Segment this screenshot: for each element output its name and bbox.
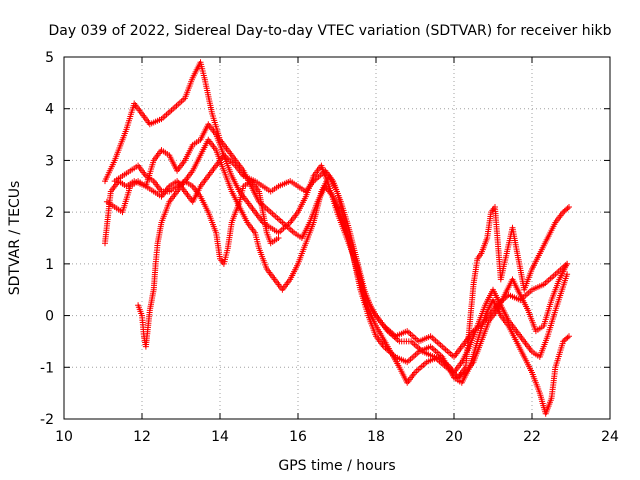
x-tick-label: 14 bbox=[211, 429, 229, 445]
plus-markers bbox=[103, 152, 571, 360]
y-tick-label: 4 bbox=[45, 102, 54, 118]
x-tick-label: 18 bbox=[367, 429, 385, 445]
plus-markers bbox=[454, 204, 572, 381]
y-tick-label: -1 bbox=[40, 360, 54, 376]
chart-title: Day 039 of 2022, Sidereal Day-to-day VTE… bbox=[49, 23, 612, 39]
plot-frame bbox=[63, 56, 611, 420]
y-tick-label: 0 bbox=[45, 309, 54, 325]
y-axis-label: SDTVAR / TECUs bbox=[7, 181, 23, 296]
series-series-5 bbox=[135, 178, 282, 350]
x-tick-label: 16 bbox=[289, 429, 307, 445]
x-tick-label: 22 bbox=[523, 429, 541, 445]
y-tick-label: 5 bbox=[45, 50, 54, 66]
series-series-3 bbox=[103, 152, 571, 360]
x-tick-label: 20 bbox=[445, 429, 463, 445]
y-tick-label: 1 bbox=[45, 257, 54, 273]
plus-markers bbox=[135, 178, 282, 350]
data-marks bbox=[102, 59, 572, 417]
plus-markers bbox=[102, 59, 571, 386]
plus-markers bbox=[111, 136, 572, 417]
y-tick-label: -2 bbox=[40, 412, 54, 428]
y-tick-label: 2 bbox=[45, 205, 54, 221]
series-series-1 bbox=[102, 59, 571, 386]
series-series-6 bbox=[454, 204, 572, 381]
y-tick-label: 3 bbox=[45, 153, 54, 169]
x-axis-label: GPS time / hours bbox=[278, 458, 395, 474]
x-tick-label: 24 bbox=[601, 429, 619, 445]
x-tick-label: 12 bbox=[133, 429, 151, 445]
x-tick-label: 10 bbox=[55, 429, 73, 445]
series-series-4 bbox=[111, 136, 572, 417]
